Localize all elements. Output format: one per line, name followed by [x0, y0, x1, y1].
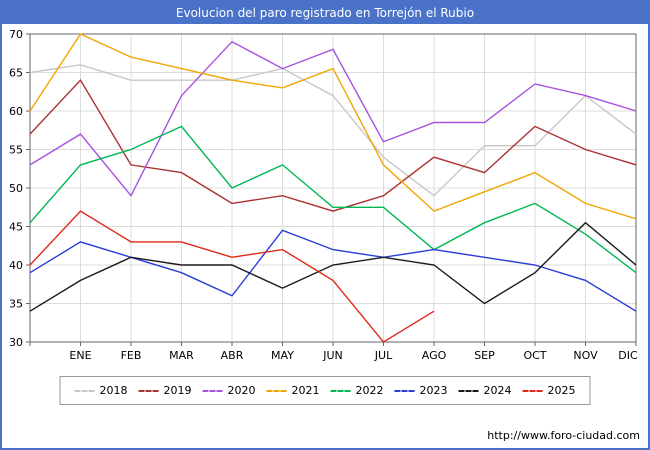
- svg-text:45: 45: [9, 221, 23, 234]
- svg-text:AGO: AGO: [422, 349, 447, 362]
- legend-year-label: 2022: [355, 384, 384, 397]
- legend-line-sample: [202, 389, 223, 392]
- svg-text:JUL: JUL: [374, 349, 393, 362]
- svg-text:65: 65: [9, 67, 23, 80]
- legend-line-sample: [266, 389, 287, 392]
- legend-line-sample: [330, 389, 351, 392]
- legend-line-sample: [394, 389, 415, 392]
- svg-text:30: 30: [9, 336, 23, 349]
- legend-year-label: 2021: [291, 384, 320, 397]
- legend-item-2020: 2020: [202, 384, 256, 397]
- legend-year-label: 2025: [547, 384, 576, 397]
- svg-text:55: 55: [9, 144, 23, 157]
- svg-text:35: 35: [9, 298, 23, 311]
- svg-text:ENE: ENE: [69, 349, 91, 362]
- legend-item-2025: 2025: [522, 384, 576, 397]
- legend-year-label: 2018: [99, 384, 128, 397]
- svg-text:OCT: OCT: [523, 349, 546, 362]
- legend-year-label: 2024: [483, 384, 512, 397]
- legend-year-label: 2020: [227, 384, 256, 397]
- legend-year-label: 2019: [163, 384, 192, 397]
- legend-item-2021: 2021: [266, 384, 320, 397]
- svg-text:70: 70: [9, 28, 23, 41]
- svg-text:60: 60: [9, 105, 23, 118]
- legend-item-2024: 2024: [458, 384, 512, 397]
- svg-text:MAY: MAY: [271, 349, 294, 362]
- title-bar: Evolucion del paro registrado en Torrejó…: [2, 2, 648, 24]
- legend-item-2023: 2023: [394, 384, 448, 397]
- legend-item-2019: 2019: [138, 384, 192, 397]
- svg-text:DIC: DIC: [618, 349, 638, 362]
- legend-line-sample: [458, 389, 479, 392]
- legend-item-2018: 2018: [74, 384, 128, 397]
- svg-text:50: 50: [9, 182, 23, 195]
- svg-text:NOV: NOV: [573, 349, 598, 362]
- legend-line-sample: [138, 389, 159, 392]
- svg-text:ABR: ABR: [221, 349, 244, 362]
- foro-ciudad-link[interactable]: http://www.foro-ciudad.com: [487, 429, 640, 442]
- legend: 2018 2019 2020 2021 2022 2023 2024 2025: [59, 376, 591, 405]
- legend-year-label: 2023: [419, 384, 448, 397]
- unemployment-line-chart: 30 35 40 45 50 55 60 65 70 ENE FEB MAR ABR MAY JUN JUL A…: [9, 28, 638, 362]
- footer: http://www.foro-ciudad.com: [487, 429, 640, 442]
- svg-text:JUN: JUN: [322, 349, 343, 362]
- svg-text:40: 40: [9, 259, 23, 272]
- legend-line-sample: [74, 389, 95, 392]
- svg-text:MAR: MAR: [169, 349, 194, 362]
- svg-text:SEP: SEP: [474, 349, 495, 362]
- legend-item-2022: 2022: [330, 384, 384, 397]
- legend-line-sample: [522, 389, 543, 392]
- chart-title: Evolucion del paro registrado en Torrejó…: [175, 6, 475, 20]
- svg-text:FEB: FEB: [121, 349, 142, 362]
